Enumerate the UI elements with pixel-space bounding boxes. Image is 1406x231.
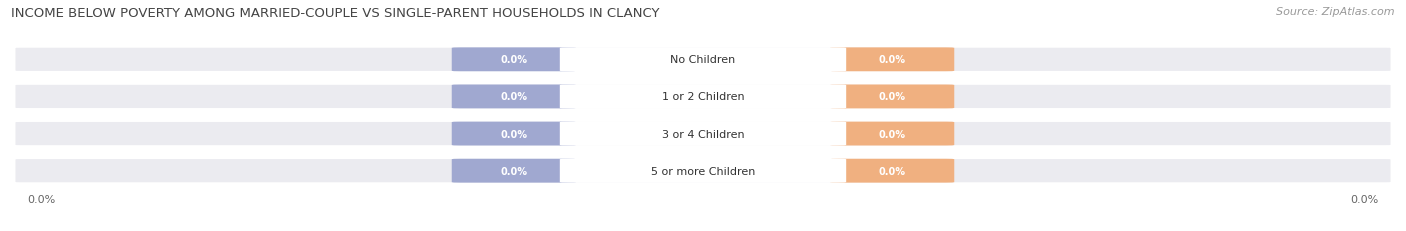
FancyBboxPatch shape <box>830 159 955 183</box>
Text: 0.0%: 0.0% <box>879 166 905 176</box>
FancyBboxPatch shape <box>14 47 1392 73</box>
Text: 0.0%: 0.0% <box>879 129 905 139</box>
Text: 0.0%: 0.0% <box>501 166 527 176</box>
FancyBboxPatch shape <box>451 122 576 146</box>
Text: 0.0%: 0.0% <box>28 194 56 204</box>
FancyBboxPatch shape <box>14 158 1392 184</box>
Text: 1 or 2 Children: 1 or 2 Children <box>662 92 744 102</box>
FancyBboxPatch shape <box>451 159 576 183</box>
Text: 0.0%: 0.0% <box>501 55 527 65</box>
Text: 3 or 4 Children: 3 or 4 Children <box>662 129 744 139</box>
Text: 0.0%: 0.0% <box>501 92 527 102</box>
FancyBboxPatch shape <box>560 48 846 72</box>
Text: INCOME BELOW POVERTY AMONG MARRIED-COUPLE VS SINGLE-PARENT HOUSEHOLDS IN CLANCY: INCOME BELOW POVERTY AMONG MARRIED-COUPL… <box>11 7 659 20</box>
FancyBboxPatch shape <box>830 122 955 146</box>
FancyBboxPatch shape <box>560 85 846 109</box>
FancyBboxPatch shape <box>14 84 1392 110</box>
Text: Source: ZipAtlas.com: Source: ZipAtlas.com <box>1277 7 1395 17</box>
Text: No Children: No Children <box>671 55 735 65</box>
Text: 0.0%: 0.0% <box>1350 194 1378 204</box>
FancyBboxPatch shape <box>451 85 576 109</box>
FancyBboxPatch shape <box>830 85 955 109</box>
FancyBboxPatch shape <box>560 122 846 146</box>
FancyBboxPatch shape <box>451 48 576 72</box>
FancyBboxPatch shape <box>560 159 846 183</box>
FancyBboxPatch shape <box>14 121 1392 147</box>
FancyBboxPatch shape <box>830 48 955 72</box>
Text: 0.0%: 0.0% <box>879 92 905 102</box>
Text: 0.0%: 0.0% <box>501 129 527 139</box>
Text: 5 or more Children: 5 or more Children <box>651 166 755 176</box>
Text: 0.0%: 0.0% <box>879 55 905 65</box>
